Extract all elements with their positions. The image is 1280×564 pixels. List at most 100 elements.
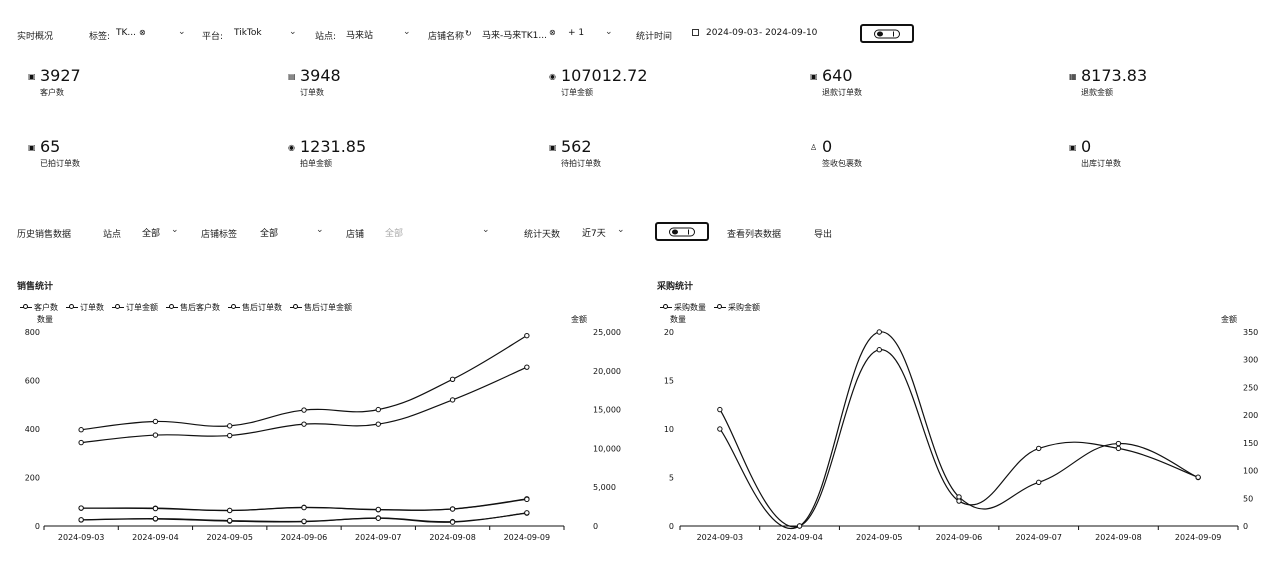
chevron-down-icon: ⌄ [289,27,297,37]
data-point [375,406,381,413]
legend-label: 采购数量 [674,303,706,312]
metric-caption: 客户数 [40,88,64,97]
x-tick-label: 2024-09-03 [58,533,105,542]
x-tick-label: 2024-09-04 [776,533,823,542]
legend-item[interactable]: 订单金额 [112,302,158,313]
metric-card: ▣ 0 出库订单数 [1069,138,1121,169]
x-tick-label: 2024-09-03 [697,533,744,542]
legend-item[interactable]: 采购金额 [714,302,760,313]
y-left-tick-label: 800 [25,328,40,337]
legend-item[interactable]: 售后订单金额 [290,302,352,313]
data-point [227,517,233,524]
clear-icon[interactable]: ⊗ [139,28,146,37]
y-right-tick-label: 0 [1243,522,1248,531]
data-point [524,510,530,516]
metric-card: ▣ 562 待拍订单数 [549,138,601,169]
date-end: - 2024-09-10 [759,28,818,38]
legend-item[interactable]: 售后订单数 [228,302,282,313]
legend-marker-icon [228,304,240,309]
data-point [449,519,456,525]
chevron-down-icon: ⌄ [316,225,324,235]
history-site-select[interactable]: 全部 ⌄ [142,223,182,239]
y-right-tick-label: 25,000 [593,328,621,337]
y-left-tick-label: 400 [25,425,40,434]
metric-card: ▣ 640 退款订单数 [810,67,862,98]
money-icon: ◉ [549,72,556,81]
legend-label: 采购金额 [728,303,760,312]
site-select[interactable]: 马来站 ⌄ [346,25,412,41]
platform-value: TikTok [234,28,262,38]
store-select[interactable]: 马来-马来TK1... ⊗ + 1 ⌄ [482,25,616,41]
data-point [78,505,84,511]
order-icon: ▤ [288,72,296,81]
sales-right-axis-title: 金额 [571,315,587,324]
refresh-icon[interactable]: ↻ [465,29,472,38]
legend-label: 订单金额 [126,303,158,312]
days-select[interactable]: 近7天 ⌄ [582,223,628,239]
legend-marker-icon [66,304,78,309]
chevron-down-icon: ⌄ [178,27,186,37]
y-left-tick-label: 600 [25,377,40,386]
data-point [227,507,233,514]
realtime-toggle-button[interactable] [860,24,914,43]
date-range-picker[interactable]: 2024-09-03 - 2024-09-10 [690,25,820,41]
data-point [301,504,307,511]
legend-item[interactable]: 客户数 [20,302,58,313]
sales-left-axis-title: 数量 [37,315,53,324]
data-point [717,426,723,432]
metric-caption: 退款订单数 [822,88,862,97]
clear-icon[interactable]: ⊗ [549,28,556,37]
history-site-label: 站点 [103,230,122,240]
y-left-tick-label: 10 [664,425,674,434]
purchase-chart-legend: 采购数量 采购金额 [660,293,768,313]
metric-card: ▦ 8173.83 退款金额 [1069,67,1147,98]
purchase-left-axis-title: 数量 [670,315,686,324]
legend-marker-icon [20,304,32,309]
chevron-down-icon: ⌄ [403,27,411,37]
data-point [301,518,307,525]
legend-marker-icon [290,304,302,309]
purchase-chart: 2024-09-03 2024-09-04 2024-09-05 2024-09-06… [664,328,1258,542]
data-point [524,496,530,503]
data-point [152,515,159,522]
legend-item[interactable]: 售后客户数 [166,302,220,313]
store-tag-value: 全部 [260,229,279,239]
view-list-button[interactable]: 查看列表数据 [727,230,782,240]
store-tag-select[interactable]: 全部 ⌄ [260,223,328,239]
legend-item[interactable]: 采购数量 [660,302,706,313]
chevron-down-icon: ⌄ [171,225,179,235]
y-left-tick-label: 0 [669,522,674,531]
metric-card: ▣ 65 已拍订单数 [28,138,80,169]
data-point [78,517,84,523]
legend-label: 客户数 [34,303,58,312]
calendar-icon [692,29,699,36]
x-tick-label: 2024-09-05 [856,533,903,542]
x-tick-label: 2024-09-08 [1095,533,1142,542]
legend-item[interactable]: 订单数 [66,302,104,313]
days-value: 近7天 [582,229,606,239]
history-site-value: 全部 [142,229,161,239]
history-store-label: 店铺 [346,230,365,240]
metric-caption: 待拍订单数 [561,159,601,168]
site-label: 站点: [315,32,337,42]
metric-value: 640 [822,66,853,85]
export-button[interactable]: 导出 [814,230,833,240]
metric-value: 0 [1081,137,1092,156]
sales-chart-legend: 客户数 订单数 订单金额 售后客户数 售后订单数 售后订单金额 [20,293,360,313]
data-point [1036,479,1042,486]
metric-value: 3948 [300,66,341,85]
data-point [1036,445,1042,452]
history-store-select[interactable]: 全部 ⌄ [385,223,493,239]
period-label: 统计时间 [636,32,673,42]
shop-icon: ▣ [28,143,36,152]
history-toggle-button[interactable] [655,222,709,241]
data-point [152,432,159,438]
series-line [81,335,528,431]
site-value: 马来站 [346,31,374,41]
x-tick-label: 2024-09-08 [429,533,476,542]
data-point [1115,440,1122,447]
x-tick-label: 2024-09-06 [936,533,983,542]
platform-select[interactable]: TikTok ⌄ [234,25,300,41]
tags-select[interactable]: TK... ⊗ ⌄ [116,25,190,41]
chevron-down-icon: ⌄ [617,225,625,235]
